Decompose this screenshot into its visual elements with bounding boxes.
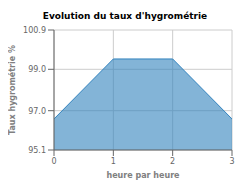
svg-text:0: 0: [51, 157, 56, 166]
svg-text:97.0: 97.0: [28, 107, 46, 116]
svg-text:3: 3: [229, 157, 234, 166]
svg-text:2: 2: [170, 157, 175, 166]
svg-text:99.0: 99.0: [28, 65, 46, 74]
svg-text:1: 1: [111, 157, 116, 166]
svg-text:100.9: 100.9: [23, 26, 46, 35]
svg-text:Taux hygrométrie %: Taux hygrométrie %: [8, 45, 17, 135]
html-text:Evolution du taux d'hygrométri: Evolution du taux d'hygrométrie: [42, 11, 208, 21]
svg-text:heure par heure: heure par heure: [106, 171, 180, 180]
svg-text:95.1: 95.1: [28, 146, 46, 155]
